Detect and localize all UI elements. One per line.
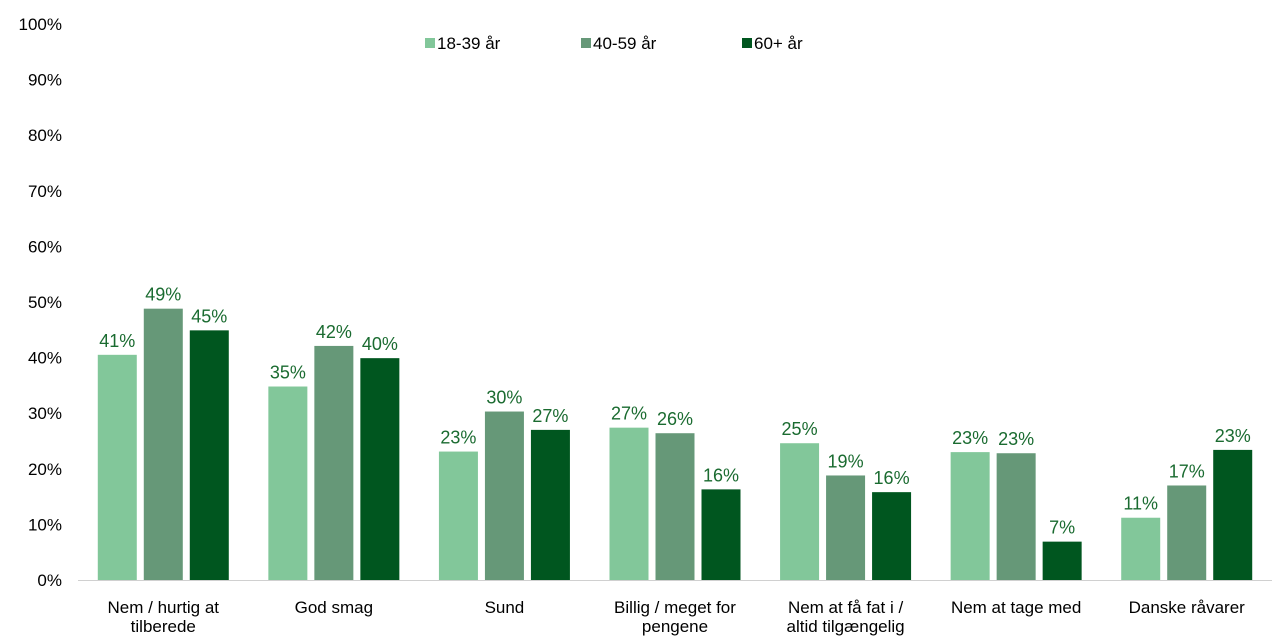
- y-tick-label: 10%: [28, 515, 62, 534]
- bar: [484, 411, 524, 580]
- legend-swatch: [581, 38, 591, 48]
- bar: [1167, 485, 1207, 580]
- data-label: 23%: [440, 428, 476, 448]
- data-label: 27%: [611, 404, 647, 424]
- category-label: Billig / meget for: [614, 598, 736, 617]
- data-label: 35%: [270, 363, 306, 383]
- category-label: Nem at tage med: [951, 598, 1081, 617]
- bar: [360, 358, 400, 580]
- bar: [1042, 541, 1082, 580]
- data-label: 49%: [145, 285, 181, 305]
- data-label: 23%: [998, 429, 1034, 449]
- category-label: Sund: [485, 598, 525, 617]
- data-label: 30%: [486, 388, 522, 408]
- category-label: tilberede: [131, 617, 196, 636]
- data-label: 26%: [657, 409, 693, 429]
- bar: [268, 386, 308, 580]
- bar: [950, 452, 990, 580]
- legend-label: 60+ år: [754, 34, 803, 53]
- y-axis-ticks: 0% 10% 20% 30% 40% 50% 60% 70% 80% 90% 100%: [19, 15, 62, 590]
- category-label: Nem / hurtig at: [108, 598, 220, 617]
- data-label: 45%: [191, 306, 227, 326]
- y-tick-label: 100%: [19, 15, 62, 34]
- bar: [438, 451, 478, 580]
- data-label: 17%: [1169, 461, 1205, 481]
- bar: [189, 330, 229, 580]
- data-label: 11%: [1123, 494, 1158, 514]
- bar: [609, 427, 649, 580]
- y-tick-label: 50%: [28, 293, 62, 312]
- bar: [655, 433, 695, 580]
- data-label: 25%: [782, 419, 818, 439]
- bar: [780, 443, 820, 580]
- legend-swatch: [425, 38, 435, 48]
- bar: [1213, 449, 1253, 580]
- category-label: Nem at få fat i /: [788, 598, 904, 617]
- y-tick-label: 40%: [28, 349, 62, 368]
- bar: [97, 354, 137, 580]
- category-label: altid tilgængelig: [787, 617, 905, 636]
- legend-label: 40-59 år: [593, 34, 657, 53]
- data-label: 40%: [362, 334, 398, 354]
- bar: [530, 429, 570, 580]
- y-tick-label: 30%: [28, 404, 62, 423]
- category-label: pengene: [642, 617, 708, 636]
- bar: [314, 345, 354, 580]
- y-tick-label: 90%: [28, 71, 62, 90]
- bar: [143, 308, 183, 580]
- data-labels: 41% 35% 23% 27% 25% 23% 11% 49% 42% 30% 26% 19% 23% 1…: [99, 285, 1250, 538]
- bar: [701, 489, 741, 580]
- legend-swatch: [742, 38, 752, 48]
- category-label: God smag: [295, 598, 373, 617]
- data-label: 27%: [532, 406, 568, 426]
- bars: [97, 308, 1253, 580]
- category-label: Danske råvarer: [1129, 598, 1246, 617]
- y-tick-label: 60%: [28, 237, 62, 256]
- data-label: 7%: [1049, 518, 1075, 538]
- bar: [996, 453, 1036, 580]
- legend-label: 18-39 år: [437, 34, 501, 53]
- y-tick-label: 70%: [28, 182, 62, 201]
- data-label: 41%: [99, 331, 135, 351]
- legend: 18-39 år 40-59 år 60+ år: [425, 34, 803, 53]
- bar: [872, 492, 912, 580]
- data-label: 23%: [952, 428, 988, 448]
- data-label: 42%: [316, 322, 352, 342]
- data-label: 16%: [874, 468, 910, 488]
- y-tick-label: 20%: [28, 460, 62, 479]
- data-label: 19%: [828, 451, 864, 471]
- bar: [826, 475, 866, 580]
- y-tick-label: 80%: [28, 126, 62, 145]
- bar: [1121, 517, 1161, 580]
- y-tick-label: 0%: [37, 571, 62, 590]
- data-label: 16%: [703, 465, 739, 485]
- data-label: 23%: [1215, 426, 1251, 446]
